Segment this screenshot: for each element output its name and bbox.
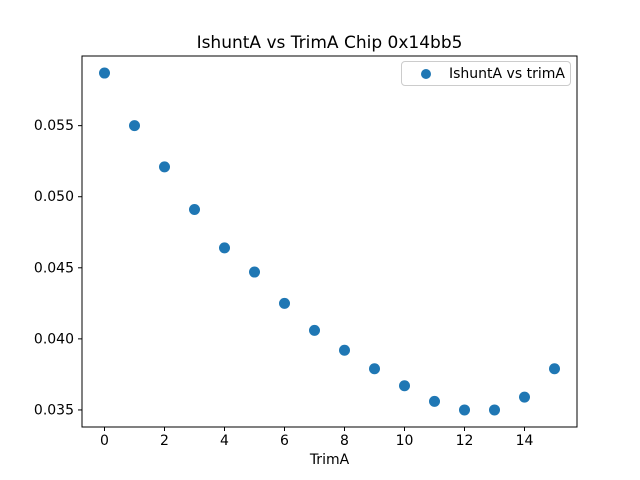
data-point bbox=[429, 395, 440, 407]
data-point bbox=[339, 344, 350, 356]
x-axis-tick-label: 12 bbox=[456, 433, 474, 449]
data-point bbox=[159, 161, 170, 173]
data-point bbox=[369, 363, 380, 375]
data-point bbox=[189, 204, 200, 216]
y-axis-tick-label: 0.040 bbox=[34, 331, 74, 347]
plot-frame bbox=[81, 55, 578, 428]
legend: IshuntA vs trimA bbox=[401, 61, 571, 86]
legend-marker-icon bbox=[421, 68, 431, 79]
x-axis-label: TrimA bbox=[309, 452, 350, 468]
data-point bbox=[309, 324, 320, 336]
data-point bbox=[549, 363, 560, 375]
x-axis-tick-label: 8 bbox=[340, 433, 349, 449]
y-axis-tick-label: 0.055 bbox=[34, 118, 74, 134]
data-point bbox=[489, 404, 500, 416]
y-axis-tick-label: 0.035 bbox=[34, 402, 74, 418]
x-axis-tick-label: 14 bbox=[516, 433, 534, 449]
data-point bbox=[219, 242, 230, 254]
data-point bbox=[279, 297, 290, 309]
legend-label: IshuntA vs trimA bbox=[449, 65, 565, 82]
x-axis-tick-label: 6 bbox=[280, 433, 289, 449]
data-point bbox=[399, 380, 410, 392]
x-axis-tick-label: 10 bbox=[396, 433, 414, 449]
x-axis-tick-label: 2 bbox=[160, 433, 169, 449]
data-point bbox=[99, 67, 110, 79]
data-point bbox=[459, 404, 470, 416]
y-axis-tick-label: 0.045 bbox=[34, 260, 74, 276]
x-axis-tick-label: 0 bbox=[100, 433, 109, 449]
y-axis-tick-label: 0.050 bbox=[34, 189, 74, 205]
data-point bbox=[249, 266, 260, 278]
chart-title: IshuntA vs TrimA Chip 0x14bb5 bbox=[196, 33, 463, 53]
data-point bbox=[129, 120, 140, 132]
x-axis-tick-label: 4 bbox=[220, 433, 229, 449]
data-point bbox=[519, 391, 530, 403]
